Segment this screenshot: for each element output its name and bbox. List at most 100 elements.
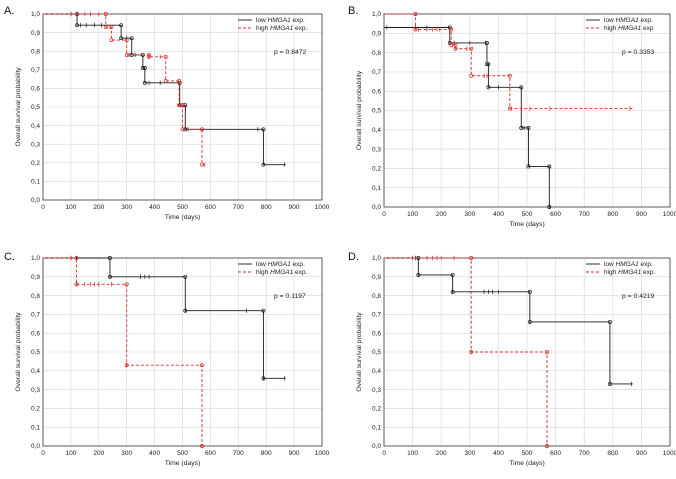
event-marker bbox=[519, 85, 524, 90]
y-tick-label: 0,3 bbox=[372, 387, 381, 394]
event-marker bbox=[469, 73, 474, 78]
y-tick-label: 1,0 bbox=[372, 255, 381, 262]
event-marker bbox=[183, 274, 188, 279]
y-tick-label: 0,2 bbox=[372, 166, 381, 173]
event-marker bbox=[177, 80, 182, 85]
panel-letter: D. bbox=[348, 251, 359, 263]
event-marker bbox=[177, 79, 182, 83]
y-tick-label: 0,4 bbox=[372, 368, 381, 375]
event-marker bbox=[527, 289, 532, 294]
legend-text-part: exp. bbox=[639, 17, 653, 24]
x-tick-label: 700 bbox=[579, 450, 590, 457]
survival-curve bbox=[384, 257, 633, 385]
legend-entry: high HMGA1 exp. bbox=[256, 269, 308, 276]
event-marker bbox=[486, 62, 491, 67]
plot-frame bbox=[383, 13, 671, 208]
x-tick-label: 300 bbox=[121, 204, 132, 211]
x-tick-label: 0 bbox=[382, 450, 386, 457]
event-marker bbox=[450, 272, 455, 277]
x-tick-label: 200 bbox=[436, 211, 447, 218]
legend-gene-name: HMGA1 bbox=[618, 25, 642, 32]
y-tick-label: 0,1 bbox=[372, 424, 381, 431]
y-tick-label: 0,1 bbox=[372, 185, 381, 192]
panel-letter: A. bbox=[4, 5, 14, 17]
y-tick-label: 0,0 bbox=[31, 443, 40, 450]
legend-gene-name: HMGA1 bbox=[616, 261, 640, 268]
x-tick-label: 300 bbox=[121, 450, 132, 457]
x-tick-label: 1000 bbox=[315, 204, 330, 211]
event-marker bbox=[507, 73, 512, 78]
x-tick-label: 400 bbox=[149, 450, 160, 457]
km-panel-2: B. 0 100 200 300 400 500 600 700 800 900 1000 0,0 0,1… bbox=[348, 5, 676, 228]
event-marker bbox=[453, 42, 458, 47]
x-tick-label: 1000 bbox=[663, 450, 676, 457]
legend-gene-name: HMGA1 bbox=[270, 269, 294, 276]
y-tick-label: 0,9 bbox=[31, 274, 40, 281]
y-tick-label: 0,8 bbox=[31, 293, 40, 300]
km-panel-1: A. 0 100 200 300 400 500 600 700 800 900 1000 0,0 0,1… bbox=[4, 5, 330, 221]
event-marker bbox=[142, 65, 147, 70]
y-tick-label: 0,5 bbox=[31, 104, 40, 111]
legend-text-part: exp. bbox=[293, 25, 307, 32]
legend-text-part: exp. bbox=[291, 17, 305, 24]
x-tick-label: 800 bbox=[261, 204, 272, 211]
event-marker bbox=[200, 363, 204, 368]
y-tick-label: 0,9 bbox=[372, 31, 381, 38]
survival-curve bbox=[43, 257, 286, 379]
y-axis-label: Overall survival probability bbox=[15, 67, 22, 147]
plot-frame bbox=[42, 13, 323, 201]
y-tick-label: 0,0 bbox=[372, 443, 381, 450]
event-marker bbox=[413, 12, 418, 16]
event-marker bbox=[547, 164, 552, 169]
y-tick-label: 0,2 bbox=[31, 160, 40, 167]
legend-text-part: exp. bbox=[291, 261, 305, 268]
event-marker bbox=[261, 162, 266, 167]
x-tick-label: 0 bbox=[41, 450, 45, 457]
legend-gene-name: HMGA1 bbox=[268, 261, 292, 268]
p-value: p = 0.4219 bbox=[622, 293, 655, 300]
event-marker bbox=[119, 36, 124, 41]
x-tick-label: 1000 bbox=[315, 450, 330, 457]
x-tick-label: 400 bbox=[493, 211, 504, 218]
x-tick-label: 400 bbox=[493, 450, 504, 457]
event-marker bbox=[261, 127, 266, 132]
legend-text-part: exp. bbox=[293, 269, 307, 276]
p-value: p = 0.1197 bbox=[274, 293, 306, 300]
y-tick-label: 0,2 bbox=[372, 406, 381, 413]
legend-entry: high HMGA1 exp. bbox=[256, 25, 308, 32]
legend-text-part: exp. bbox=[641, 269, 655, 276]
x-axis-label: Time (days) bbox=[165, 460, 201, 467]
event-marker bbox=[200, 162, 204, 167]
x-tick-label: 300 bbox=[464, 211, 475, 218]
y-tick-label: 1,0 bbox=[31, 255, 40, 262]
y-tick-label: 0,0 bbox=[31, 197, 40, 204]
x-tick-label: 700 bbox=[579, 211, 590, 218]
legend-text-part: high bbox=[256, 25, 270, 32]
y-tick-label: 0,7 bbox=[31, 67, 40, 74]
x-tick-label: 600 bbox=[550, 450, 561, 457]
y-tick-label: 0,3 bbox=[31, 141, 40, 148]
x-tick-label: 900 bbox=[289, 204, 300, 211]
high-expression-series bbox=[43, 255, 204, 449]
x-tick-label: 0 bbox=[382, 211, 386, 218]
x-tick-label: 1000 bbox=[663, 211, 676, 218]
panel-letter: B. bbox=[348, 5, 358, 17]
event-marker bbox=[486, 85, 491, 90]
x-axis-label: Time (days) bbox=[165, 214, 201, 221]
legend-text-part: high bbox=[604, 269, 618, 276]
event-marker bbox=[519, 125, 524, 130]
y-tick-label: 0,4 bbox=[31, 123, 40, 130]
event-marker bbox=[140, 65, 145, 70]
legend-text-part: low bbox=[604, 17, 616, 24]
x-tick-label: 800 bbox=[261, 450, 272, 457]
x-tick-label: 500 bbox=[522, 211, 533, 218]
legend-text-part: low bbox=[604, 261, 616, 268]
y-tick-label: 1,0 bbox=[372, 11, 381, 18]
x-tick-label: 800 bbox=[607, 211, 618, 218]
y-tick-label: 0,7 bbox=[372, 312, 381, 319]
legend-gene-name: HMGA1 bbox=[268, 17, 292, 24]
high-expression-series bbox=[384, 12, 633, 111]
x-tick-label: 300 bbox=[464, 450, 475, 457]
x-axis-label: Time (days) bbox=[509, 221, 545, 228]
x-tick-label: 700 bbox=[233, 450, 244, 457]
